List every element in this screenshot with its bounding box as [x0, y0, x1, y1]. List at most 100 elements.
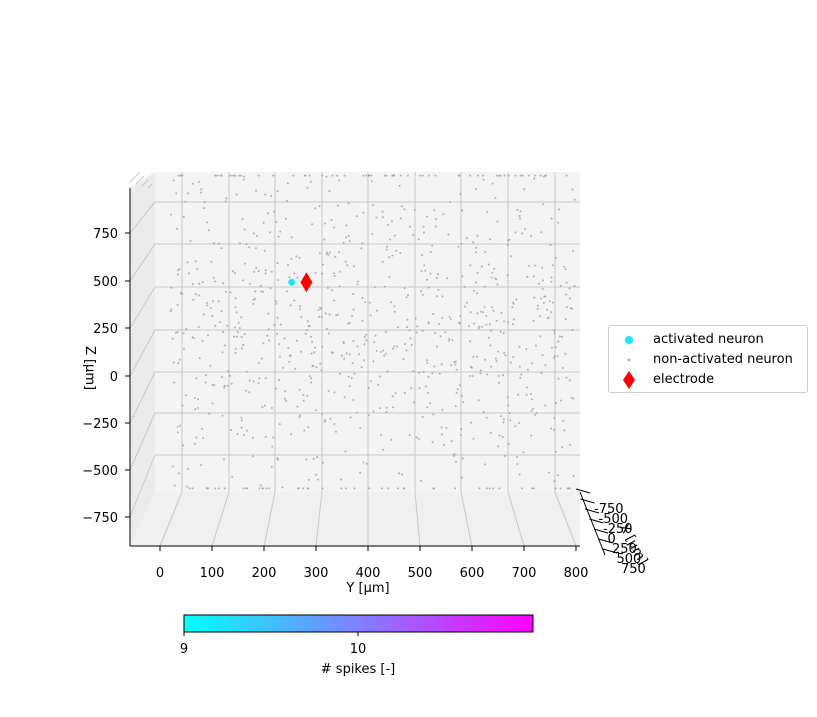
non-activated-neuron-point — [277, 235, 280, 238]
non-activated-neuron-point — [177, 362, 180, 365]
non-activated-neuron-point — [541, 354, 544, 357]
non-activated-neuron-point — [426, 361, 429, 364]
non-activated-neuron-point — [437, 273, 439, 276]
non-activated-neuron-point — [208, 412, 211, 415]
non-activated-neuron-point — [184, 200, 187, 203]
grid-line-side — [129, 454, 156, 518]
non-activated-neuron-point — [269, 231, 272, 234]
non-activated-neuron-point — [371, 233, 374, 235]
non-activated-neuron-point — [307, 478, 310, 481]
non-activated-neuron-point — [352, 340, 355, 343]
non-activated-neuron-point — [385, 174, 388, 177]
non-activated-neuron-point — [418, 387, 421, 390]
non-activated-neuron-point — [268, 339, 271, 342]
x-tick — [598, 538, 613, 544]
x-axis-line — [579, 491, 606, 556]
non-activated-neuron-point — [454, 363, 457, 366]
non-activated-neuron-point — [310, 335, 312, 338]
non-activated-neuron-point — [255, 267, 258, 269]
non-activated-neuron-point — [310, 352, 313, 355]
non-activated-neuron-point — [285, 399, 288, 402]
non-activated-neuron-point — [348, 240, 351, 243]
non-activated-neuron-point — [443, 443, 446, 446]
non-activated-neuron-point — [264, 272, 267, 275]
non-activated-neuron-point — [565, 293, 568, 296]
non-activated-neuron-point — [557, 377, 560, 380]
non-activated-neuron-point — [541, 266, 544, 269]
non-activated-neuron-point — [392, 174, 395, 177]
non-activated-neuron-point — [317, 478, 319, 481]
non-activated-neuron-point — [370, 180, 373, 183]
non-activated-neuron-point — [495, 278, 498, 281]
non-activated-neuron-point — [278, 355, 281, 358]
non-activated-neuron-point — [481, 311, 484, 314]
non-activated-neuron-point — [365, 174, 368, 177]
non-activated-neuron-point — [234, 297, 237, 300]
non-activated-neuron-point — [269, 287, 272, 290]
non-activated-neuron-point — [489, 431, 492, 434]
non-activated-neuron-point — [512, 301, 515, 304]
non-activated-neuron-point — [556, 355, 559, 358]
non-activated-neuron-point — [252, 232, 255, 235]
non-activated-neuron-point — [518, 215, 521, 217]
non-activated-neuron-point — [432, 313, 435, 315]
non-activated-neuron-point — [550, 427, 552, 430]
grid-line-depth — [141, 179, 149, 187]
non-activated-neuron-point — [362, 359, 365, 362]
legend-item-electrode: electrode — [609, 370, 807, 390]
non-activated-neuron-point — [478, 325, 481, 328]
non-activated-neuron-point — [490, 276, 493, 279]
non-activated-neuron-point — [314, 409, 317, 412]
non-activated-neuron-point — [407, 174, 409, 177]
non-activated-neuron-point — [487, 263, 490, 266]
non-activated-neuron-point — [486, 373, 489, 376]
non-activated-neuron-point — [320, 369, 323, 372]
non-activated-neuron-point — [343, 357, 346, 360]
non-activated-neuron-point — [533, 296, 536, 299]
non-activated-neuron-point — [530, 235, 533, 238]
x-tick — [580, 498, 595, 504]
non-activated-neuron-point — [316, 456, 319, 459]
non-activated-neuron-point — [435, 276, 438, 279]
legend-label-nonactivated: non-activated neuron — [653, 352, 793, 367]
non-activated-neuron-point — [231, 174, 234, 177]
non-activated-neuron-point — [437, 323, 440, 325]
non-activated-neuron-point — [540, 231, 543, 234]
non-activated-neuron-point — [282, 366, 285, 369]
non-activated-neuron-point — [249, 283, 252, 285]
non-activated-neuron-point — [287, 347, 290, 350]
non-activated-neuron-point — [479, 310, 482, 313]
non-activated-neuron-point — [176, 331, 179, 333]
non-activated-neuron-point — [216, 174, 219, 177]
non-activated-neuron-point — [333, 423, 336, 425]
non-activated-neuron-point — [534, 344, 537, 347]
non-activated-neuron-point — [511, 306, 514, 309]
z-tick-label: 0 — [110, 370, 118, 385]
non-activated-neuron-point — [179, 174, 182, 177]
non-activated-neuron-point — [223, 384, 226, 387]
non-activated-neuron-point — [305, 329, 308, 332]
legend-label-electrode: electrode — [653, 372, 715, 387]
activated-neuron-point — [288, 278, 296, 286]
z-tick-label: −500 — [82, 464, 118, 479]
non-activated-neuron-point — [418, 371, 421, 374]
non-activated-neuron-point — [395, 249, 398, 252]
non-activated-neuron-point — [379, 407, 382, 410]
non-activated-neuron-point — [222, 282, 225, 285]
non-activated-neuron-point — [188, 487, 191, 490]
non-activated-neuron-point — [224, 200, 227, 203]
non-activated-neuron-point — [348, 385, 351, 388]
non-activated-neuron-point — [517, 393, 520, 396]
non-activated-neuron-point — [542, 203, 545, 206]
non-activated-neuron-point — [302, 399, 305, 402]
non-activated-neuron-point — [469, 311, 472, 314]
non-activated-neuron-point — [311, 223, 314, 226]
non-activated-neuron-point — [308, 375, 311, 378]
non-activated-neuron-point — [519, 376, 522, 379]
non-activated-neuron-point — [460, 476, 463, 479]
non-activated-neuron-point — [389, 238, 392, 241]
non-activated-neuron-point — [176, 269, 179, 272]
non-activated-neuron-point — [469, 264, 472, 267]
non-activated-neuron-point — [549, 300, 551, 303]
non-activated-neuron-point — [412, 234, 415, 236]
